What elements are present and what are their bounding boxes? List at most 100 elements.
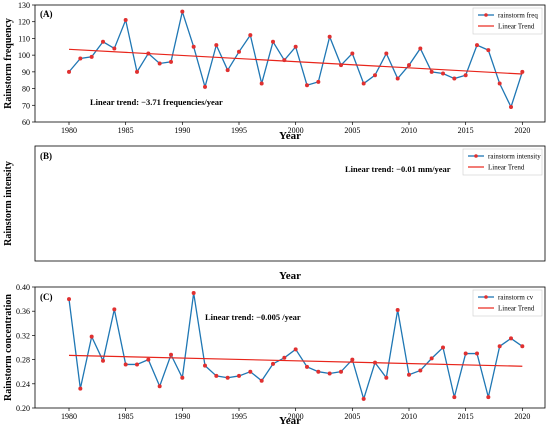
data-point (203, 363, 207, 368)
data-point (384, 375, 389, 380)
legend: rainstorm freq Linear Trend (472, 7, 543, 35)
y-tick-label: 90 (22, 68, 30, 77)
x-axis-title: Year (279, 270, 301, 282)
data-point (112, 46, 117, 51)
data-point (407, 372, 411, 377)
x-axis-title: Year (279, 415, 301, 427)
trend-annotation: Linear trend: −0.01 mm/year (345, 164, 451, 174)
trend-line (68, 354, 523, 367)
x-tick-label: 2000 (288, 126, 304, 135)
data-point (146, 51, 151, 56)
series-line (68, 292, 523, 402)
data-point (327, 371, 332, 376)
x-tick-label: 2020 (514, 412, 530, 421)
data-point (293, 347, 298, 352)
data-point (475, 43, 479, 48)
legend-trend-label: Linear Trend (498, 23, 535, 31)
trend-line (68, 48, 523, 75)
data-point (407, 63, 411, 68)
data-point (248, 33, 253, 38)
x-tick-label: 1980 (61, 126, 77, 135)
y-tick-label: 60 (22, 118, 30, 127)
data-point (361, 81, 366, 86)
data-point (361, 396, 366, 401)
data-point (169, 59, 173, 64)
legend-series-marker (484, 295, 488, 299)
legend-series-label: rainstorm freq (498, 12, 538, 20)
legend: rainstorm intensity Linear Trend (462, 148, 543, 176)
data-point (418, 46, 423, 51)
data-point (282, 355, 287, 360)
data-point (123, 362, 128, 367)
data-point (486, 48, 491, 53)
y-tick-label: 100 (18, 51, 30, 60)
y-tick-label: 0.40 (16, 283, 30, 292)
data-point (316, 79, 321, 84)
data-point (509, 104, 513, 109)
data-point (135, 69, 139, 74)
y-tick-label: 0.20 (16, 404, 30, 413)
data-point (293, 44, 298, 49)
data-point (327, 34, 332, 39)
data-point (146, 357, 151, 362)
panel-a: (A)1980198519901995200020052010201520201… (3, 1, 546, 142)
data-point (463, 351, 468, 356)
data-point (271, 39, 275, 44)
data-point (418, 368, 423, 373)
data-point (305, 364, 309, 369)
y-tick-label: 70 (22, 101, 30, 110)
x-tick-label: 1980 (61, 412, 77, 421)
series-line (68, 9, 523, 109)
panel-label: (C) (40, 292, 53, 302)
data-point (520, 69, 525, 74)
x-tick-label: 2015 (458, 412, 474, 421)
data-point (89, 54, 94, 59)
x-tick-label: 2015 (458, 126, 474, 135)
data-point (395, 76, 400, 81)
x-tick-label: 1995 (231, 126, 247, 135)
data-point (441, 71, 445, 76)
data-point (78, 56, 83, 61)
data-point (191, 291, 196, 296)
data-point (67, 69, 71, 74)
data-point (350, 51, 355, 56)
y-tick-label: 0.28 (16, 356, 30, 365)
y-tick-label: 80 (22, 85, 30, 94)
data-point (339, 63, 343, 68)
data-point (157, 384, 162, 389)
y-axis-title: Rainstorm concentration (3, 294, 14, 401)
data-point (384, 51, 389, 56)
y-tick-label: 110 (18, 34, 30, 43)
legend-trend-label: Linear Trend (488, 164, 525, 172)
data-point (259, 81, 264, 86)
x-tick-label: 1990 (174, 412, 190, 421)
data-point (395, 307, 400, 312)
data-point (225, 375, 230, 380)
x-tick-label: 2005 (344, 126, 360, 135)
data-point (248, 369, 253, 374)
data-point (89, 334, 94, 339)
data-point (429, 69, 434, 74)
y-tick-label: 120 (18, 18, 30, 27)
data-point (305, 83, 309, 88)
legend-trend-label: Linear Trend (498, 305, 535, 313)
data-point (237, 49, 241, 54)
data-point (78, 386, 83, 391)
y-axis-title: Rainstorm intensity (3, 161, 14, 246)
data-point (101, 39, 105, 44)
data-point (463, 73, 468, 78)
x-tick-label: 2010 (401, 126, 417, 135)
data-point (452, 76, 457, 81)
data-point (339, 369, 343, 374)
data-point (441, 345, 445, 350)
x-tick-label: 1995 (231, 412, 247, 421)
data-point (373, 73, 377, 78)
data-point (486, 395, 491, 400)
y-axis-title: Rainstorm frequency (3, 18, 14, 109)
legend-series-label: rainstorm intensity (488, 153, 541, 161)
data-point (373, 360, 377, 365)
y-tick-label: 0.24 (16, 380, 30, 389)
data-point (191, 44, 196, 49)
x-tick-label: 1990 (174, 126, 190, 135)
